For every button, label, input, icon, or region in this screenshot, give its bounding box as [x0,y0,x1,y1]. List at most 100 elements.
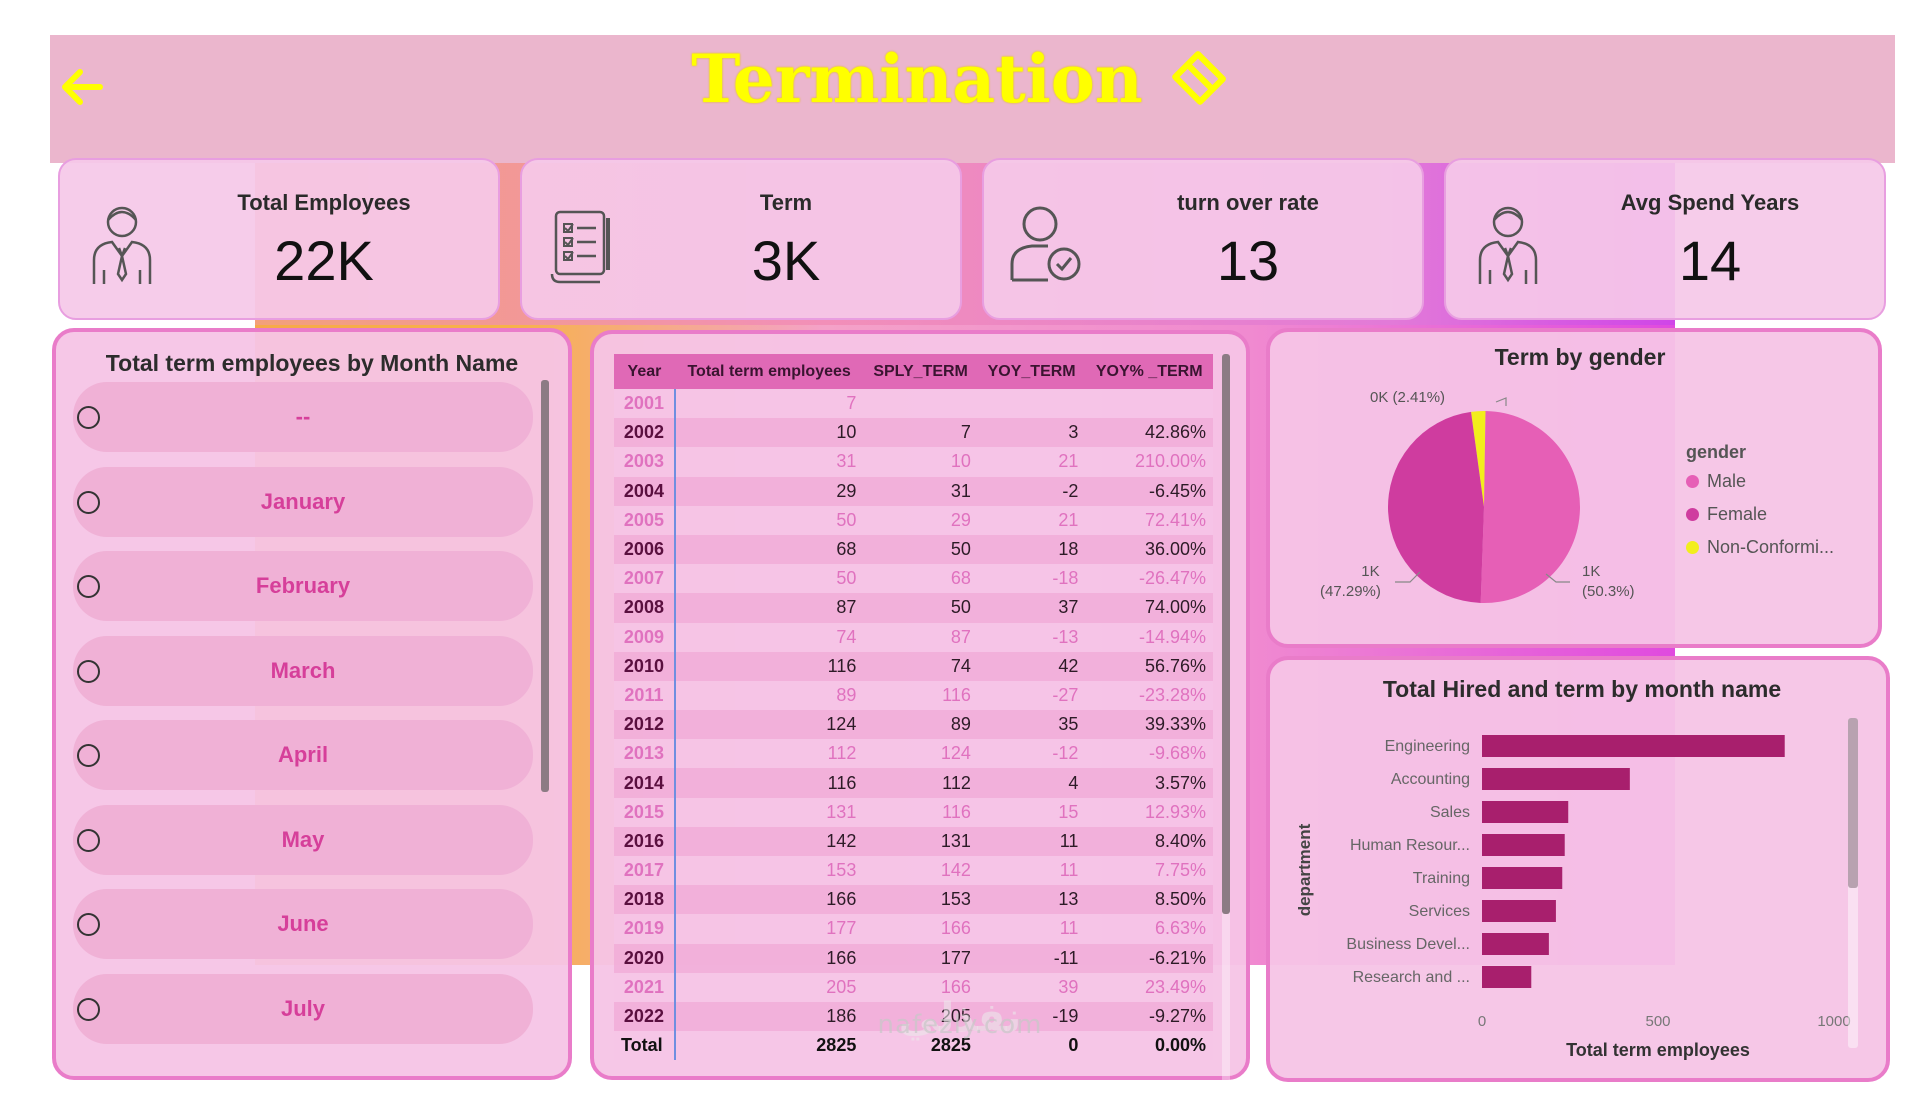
bar-services[interactable] [1482,900,1556,922]
table-total-cell: 0.00% [1085,1031,1213,1061]
table-cell: 2021 [614,972,676,1002]
slicer-item-label[interactable]: May [73,804,533,875]
slicer-item[interactable]: May [73,804,533,875]
bar-sales[interactable] [1482,801,1569,823]
watermark-arabic: نفذلي [898,995,1022,1041]
bar-engineering[interactable] [1482,735,1785,757]
page-title: Termination [0,40,1920,118]
bar-research-and[interactable] [1482,966,1532,988]
table-cell: 42 [977,651,1086,681]
table-header-row: Year Total term employees SPLY_TERM YOY_TER… [614,354,1213,389]
slicer-item[interactable]: July [73,973,533,1044]
year-table-wrap: Year Total term employees SPLY_TERM YOY_TER… [614,354,1214,1061]
slicer-item[interactable]: March [73,635,533,706]
slicer-item-label[interactable]: March [73,635,533,706]
slicer-item-label[interactable]: June [73,889,533,959]
table-cell: 10 [674,418,864,448]
pie-legend: gender Male Female Non-Conformi... [1686,442,1834,558]
table-cell: 131 [863,826,978,856]
slicer-scrollbar[interactable] [541,380,549,792]
table-cell: -6.21% [1085,943,1213,973]
watermark-text: nafezly.com [877,1010,1043,1040]
category-tick-label: Sales [1430,804,1470,821]
table-cell: -2 [977,476,1086,506]
table-cell: 142 [863,856,978,886]
radio-button[interactable] [77,828,100,852]
table-column-header[interactable]: YOY% _TERM [1085,354,1213,389]
table-row: 2021 205 166 39 23.49% [614,972,1213,1002]
table-row: 2007 50 68 -18 -26.47% [614,564,1213,594]
table-column-header[interactable]: Total term employees [674,354,864,389]
table-column-header[interactable]: SPLY_TERM [863,354,978,389]
radio-button[interactable] [77,659,100,683]
table-total-cell: 0 [977,1031,1086,1061]
radio-button[interactable] [77,744,100,767]
table-cell: 29 [863,505,978,535]
table-cell: 31 [674,447,864,477]
slicer-item[interactable]: April [73,720,533,790]
table-scrollbar[interactable] [1222,354,1230,914]
table-row: 2010 116 74 42 56.76% [614,651,1213,681]
table-cell: 72.41% [1085,505,1213,535]
bar-business-devel[interactable] [1482,933,1549,955]
pie-slice-female[interactable] [1388,411,1484,603]
table-cell: 2010 [614,651,676,681]
slicer-item-label[interactable]: April [73,720,533,790]
legend-item-male[interactable]: Male [1686,471,1834,492]
table-cell: 2003 [614,447,676,477]
table-total-cell: 2825 [674,1031,864,1061]
table-cell: 42.86% [1085,418,1213,448]
table-cell: 74 [863,651,978,681]
legend-item-female[interactable]: Female [1686,504,1834,525]
table-column-header[interactable]: YOY_TERM [977,354,1086,389]
table-cell: 2006 [614,534,676,565]
back-arrow-icon[interactable] [56,62,106,112]
slicer-item[interactable]: June [73,889,533,959]
table-cell: -14.94% [1085,622,1213,652]
table-cell: 4 [977,768,1086,798]
table-cell: 153 [863,885,978,915]
table-cell: 131 [674,797,864,827]
table-cell: 68 [674,534,864,565]
bar-training[interactable] [1482,867,1563,889]
table-cell: 2012 [614,710,676,740]
eraser-icon [1171,51,1226,105]
table-row: 2009 74 87 -13 -14.94% [614,622,1213,652]
radio-button[interactable] [77,913,100,936]
kpi-card-total-employees: Total Employees 22K [58,158,500,320]
slicer-item[interactable]: -- [73,382,533,452]
slicer-item[interactable]: February [73,551,533,621]
slicer-item-label[interactable]: January [73,466,533,537]
pie-leader-line [1495,397,1507,406]
table-cell: 87 [863,622,978,652]
table-cell: 2005 [614,505,676,535]
radio-button[interactable] [77,997,100,1021]
slicer-item-label[interactable]: February [73,551,533,621]
table-cell: -26.47% [1085,564,1213,594]
kpi-label: Term [759,190,813,215]
slicer-item-label[interactable]: -- [73,382,533,452]
table-total-cell: 2825 [863,1031,978,1061]
bar-accounting[interactable] [1482,768,1630,790]
pie-leader-line [1545,573,1570,583]
table-column-header[interactable]: Year [614,354,675,389]
slicer-item[interactable]: January [73,466,533,537]
bar-human-resour[interactable] [1482,834,1565,856]
pie-value-label: 1K [1361,563,1380,580]
year-table: Year Total term employees SPLY_TERM YOY_TER… [614,354,1214,1061]
legend-item-non-conforming[interactable]: Non-Conformi... [1686,537,1834,558]
slicer-item-label[interactable]: July [73,973,533,1044]
table-cell: 2011 [614,680,676,711]
pie-slice-male[interactable] [1480,411,1580,603]
employee-icon [92,206,152,284]
radio-button[interactable] [77,490,100,514]
legend-label: Non-Conformi... [1707,537,1835,557]
table-cell: 2020 [614,943,676,973]
chart-scrollbar[interactable] [1848,718,1858,888]
radio-button[interactable] [77,575,100,598]
pie-slice-non-conformi[interactable] [1471,411,1486,507]
table-row: 2018 166 153 13 8.50% [614,885,1213,915]
table-cell: 2001 [614,389,676,419]
radio-button[interactable] [77,406,100,429]
category-tick-label: Human Resour... [1350,837,1470,854]
